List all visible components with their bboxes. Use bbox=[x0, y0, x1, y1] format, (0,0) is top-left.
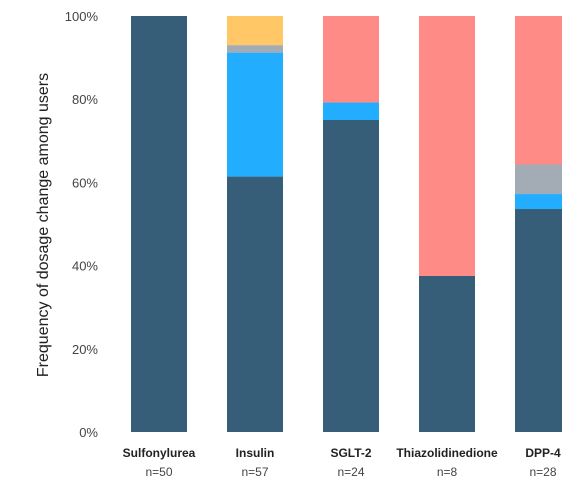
bars bbox=[131, 16, 562, 432]
y-tick-label: 60% bbox=[72, 175, 98, 190]
y-tick-label: 20% bbox=[72, 342, 98, 357]
bar-segment bbox=[227, 52, 283, 177]
bar-segment bbox=[515, 16, 562, 165]
bar-segment bbox=[419, 276, 475, 432]
bar-segment bbox=[515, 164, 562, 195]
x-tick-sublabel: n=57 bbox=[241, 465, 268, 479]
x-tick-label: SGLT-2 bbox=[330, 446, 371, 460]
y-tick-label: 40% bbox=[72, 259, 98, 274]
y-axis-ticks: 0% 20% 40% 60% 80% 100% bbox=[65, 9, 99, 440]
bar-segment bbox=[323, 120, 379, 432]
bar-segment bbox=[227, 16, 283, 46]
bar-segment bbox=[323, 16, 379, 103]
bar-segment bbox=[227, 176, 283, 432]
bar-segment bbox=[131, 16, 187, 432]
bar-segment bbox=[419, 16, 475, 276]
y-tick-label: 80% bbox=[72, 92, 98, 107]
bar-segment bbox=[227, 45, 283, 53]
x-tick-label: Insulin bbox=[236, 446, 275, 460]
bar-segment bbox=[323, 102, 379, 120]
y-tick-label: 100% bbox=[65, 9, 99, 24]
y-tick-label: 0% bbox=[79, 425, 98, 440]
bar-segment bbox=[515, 209, 562, 432]
x-tick-sublabel: n=24 bbox=[337, 465, 364, 479]
x-tick-label: DPP-4 bbox=[525, 446, 561, 460]
x-tick-sublabel: n=50 bbox=[145, 465, 172, 479]
x-tick-label: Sulfonylurea bbox=[123, 446, 196, 460]
bar-segment bbox=[515, 194, 562, 210]
x-axis-labels: Sulfonylurea n=50 Insulin n=57 SGLT-2 n=24 Thi… bbox=[123, 446, 561, 479]
y-axis-title: Frequency of dosage change among users bbox=[35, 73, 52, 377]
x-tick-sublabel: n=28 bbox=[529, 465, 556, 479]
x-tick-sublabel: n=8 bbox=[437, 465, 458, 479]
x-tick-label: Thiazolidinedione bbox=[396, 446, 498, 460]
